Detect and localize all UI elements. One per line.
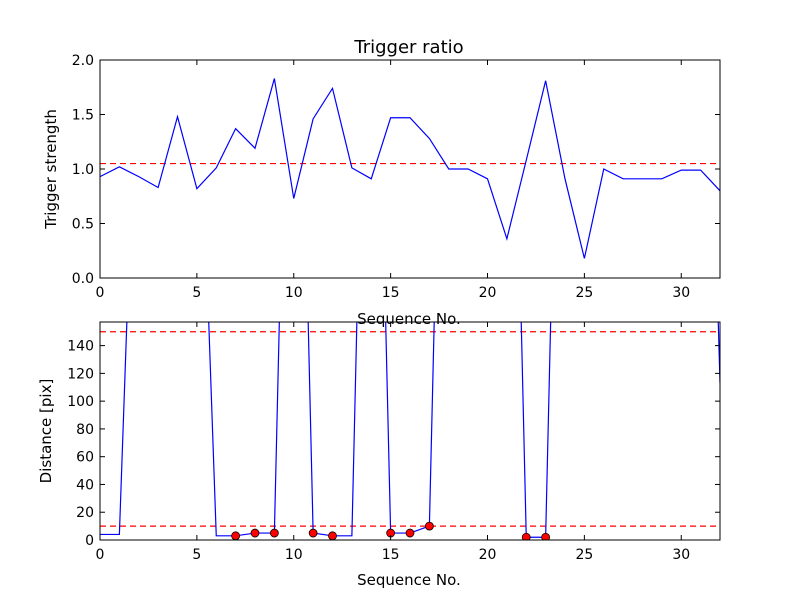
x-tick-label: 20 [479,547,497,563]
x-tick-label: 0 [96,547,105,563]
x-tick-label: 20 [479,285,497,301]
data-point [521,532,531,540]
axes-frame [99,321,721,541]
x-tick-label: 15 [382,547,400,563]
x-tick-label: 15 [382,285,400,301]
top-chart-ylabel: Trigger strength [42,109,60,230]
data-point [231,531,241,540]
y-tick-label: 60 [76,450,94,466]
y-tick-label: 20 [76,505,94,521]
y-tick-label: 2.0 [72,53,94,69]
data-point [328,531,337,540]
y-tick-label: 0.5 [72,217,94,233]
x-tick-label: 5 [192,547,201,563]
bottom-chart-xlabel: Sequence No. [357,571,461,589]
x-tick-label: 5 [192,285,201,301]
top-chart-plot-area: 0 5 10 15 20 25 30 0.0 0.5 1.0 1.5 2.0 [72,53,721,301]
y-tick-label: 80 [76,422,94,438]
bottom-chart-plot-area: 0 5 10 15 20 25 30 0 20 40 60 80 100 120 140 [67,321,721,563]
bottom-chart-ylabel: Distance [pix] [37,379,55,484]
y-tick-label: 140 [67,339,94,355]
x-tick-label: 30 [672,285,690,301]
x-tick-label: 10 [285,285,303,301]
x-tick-label: 25 [575,547,593,563]
data-point [405,528,415,538]
y-tick-label: 0.0 [72,271,94,287]
y-tick-label: 0 [85,533,94,549]
data-point [250,528,260,538]
y-tick-label: 100 [67,394,94,410]
top-chart-xlabel: Sequence No. [357,310,461,328]
data-point [269,528,279,538]
x-tick-label: 10 [285,547,303,563]
data-point [541,532,551,540]
y-tick-label: 1.0 [72,162,94,178]
data-point [424,521,434,531]
x-tick-label: 0 [96,285,105,301]
axes-frame [99,59,721,279]
y-tick-label: 120 [67,366,94,382]
top-chart-title: Trigger ratio [353,37,463,58]
y-tick-label: 40 [76,477,94,493]
y-tick-label: 1.5 [72,108,94,124]
series-line [100,322,720,538]
data-point [308,528,318,538]
x-tick-label: 30 [672,547,690,563]
series-line [100,78,720,259]
x-tick-label: 25 [575,285,593,301]
